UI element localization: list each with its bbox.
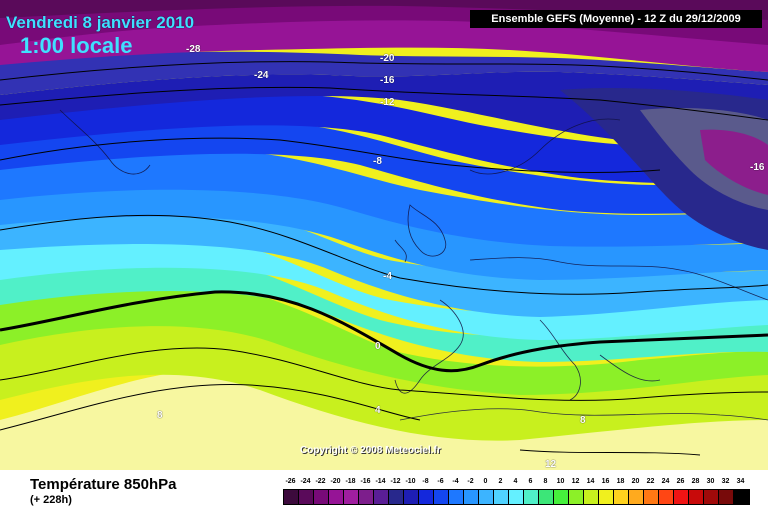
legend-swatch	[359, 490, 374, 504]
isotherm-label: 0	[375, 341, 381, 352]
map-canvas	[0, 0, 768, 470]
legend-swatch	[314, 490, 329, 504]
isotherm-label: -8	[373, 156, 382, 167]
legend-label: -22	[315, 478, 326, 485]
legend-swatch	[299, 490, 314, 504]
isotherm-label: 4	[375, 405, 381, 416]
isotherm-label: -4	[383, 271, 392, 282]
legend-swatch	[509, 490, 524, 504]
legend-label: -14	[375, 478, 386, 485]
legend-swatch	[389, 490, 404, 504]
legend-label: 16	[601, 478, 610, 485]
legend-swatch	[569, 490, 584, 504]
legend-swatch	[734, 490, 749, 504]
legend-label: 14	[586, 478, 595, 485]
legend-swatch	[479, 490, 494, 504]
isotherm-label: -16	[750, 162, 765, 173]
legend-swatch	[284, 490, 299, 504]
legend-label: 20	[631, 478, 640, 485]
legend-label: -6	[437, 478, 444, 485]
legend-label: 12	[571, 478, 580, 485]
isotherm-label: 12	[545, 459, 557, 470]
legend-labels: -26 -24 -22 -20 -18 -16 -14 -12 -10 -8 -6 -4 -2 0 2 4 6 8…	[283, 478, 753, 488]
legend-label: -26	[285, 478, 296, 485]
model-run-info: Ensemble GEFS (Moyenne) - 12 Z du 29/12/…	[470, 10, 762, 28]
legend-label: 8	[543, 478, 548, 485]
forecast-offset: (+ 228h)	[30, 494, 72, 506]
isotherm-label: 8	[157, 410, 163, 421]
legend-swatch	[614, 490, 629, 504]
legend-label: 28	[691, 478, 700, 485]
map-footer: Température 850hPa (+ 228h) -26 -24 -22 -20…	[0, 470, 768, 512]
isotherm-label: -28	[186, 44, 201, 55]
legend-swatch	[554, 490, 569, 504]
legend-swatch	[419, 490, 434, 504]
isotherm-label: 8	[580, 415, 586, 426]
legend-swatch	[524, 490, 539, 504]
isotherm-label: -20	[380, 53, 395, 64]
legend-swatch	[464, 490, 479, 504]
legend-swatch	[344, 490, 359, 504]
forecast-date: Vendredi 8 janvier 2010	[6, 13, 195, 32]
legend-swatch	[584, 490, 599, 504]
legend-label: 26	[676, 478, 685, 485]
legend-swatch	[404, 490, 419, 504]
legend-label: -20	[330, 478, 341, 485]
legend-swatch	[599, 490, 614, 504]
legend-label: -2	[467, 478, 474, 485]
legend-swatch	[674, 490, 689, 504]
legend-label: -8	[422, 478, 429, 485]
legend-label: 24	[661, 478, 670, 485]
legend-swatch	[704, 490, 719, 504]
forecast-time: 1:00 locale	[20, 33, 133, 58]
legend-swatch	[689, 490, 704, 504]
legend-label: 18	[616, 478, 625, 485]
legend-label: 22	[646, 478, 655, 485]
legend-swatch	[434, 490, 449, 504]
legend-swatch	[329, 490, 344, 504]
variable-title: Température 850hPa	[30, 476, 177, 493]
temperature-map: -28 -24 -20 -16 -12 -8 -16 -4 0 4 8 8 12…	[0, 0, 768, 470]
legend-label: 34	[736, 478, 745, 485]
legend-label: -24	[300, 478, 311, 485]
copyright-notice: Copyright © 2008 Meteociel.fr	[300, 445, 441, 456]
legend-label: -12	[390, 478, 401, 485]
legend-label: -16	[360, 478, 371, 485]
legend-label: 6	[528, 478, 533, 485]
legend-label: -4	[452, 478, 459, 485]
isotherm-label: -24	[254, 70, 269, 81]
legend-label: 0	[483, 478, 488, 485]
isotherm-label: -12	[380, 97, 395, 108]
legend-label: 10	[556, 478, 565, 485]
legend-label: -10	[405, 478, 416, 485]
legend-swatch	[539, 490, 554, 504]
legend-label: 32	[721, 478, 730, 485]
legend-label: 4	[513, 478, 518, 485]
isotherm-label: -16	[380, 75, 395, 86]
legend-label: 30	[706, 478, 715, 485]
legend-swatch	[374, 490, 389, 504]
legend-swatch	[659, 490, 674, 504]
legend-swatch	[494, 490, 509, 504]
legend-label: -18	[345, 478, 356, 485]
legend-swatch	[629, 490, 644, 504]
legend-swatch	[449, 490, 464, 504]
legend-label: 2	[498, 478, 503, 485]
color-legend	[283, 489, 750, 505]
legend-swatch	[719, 490, 734, 504]
legend-swatch	[644, 490, 659, 504]
